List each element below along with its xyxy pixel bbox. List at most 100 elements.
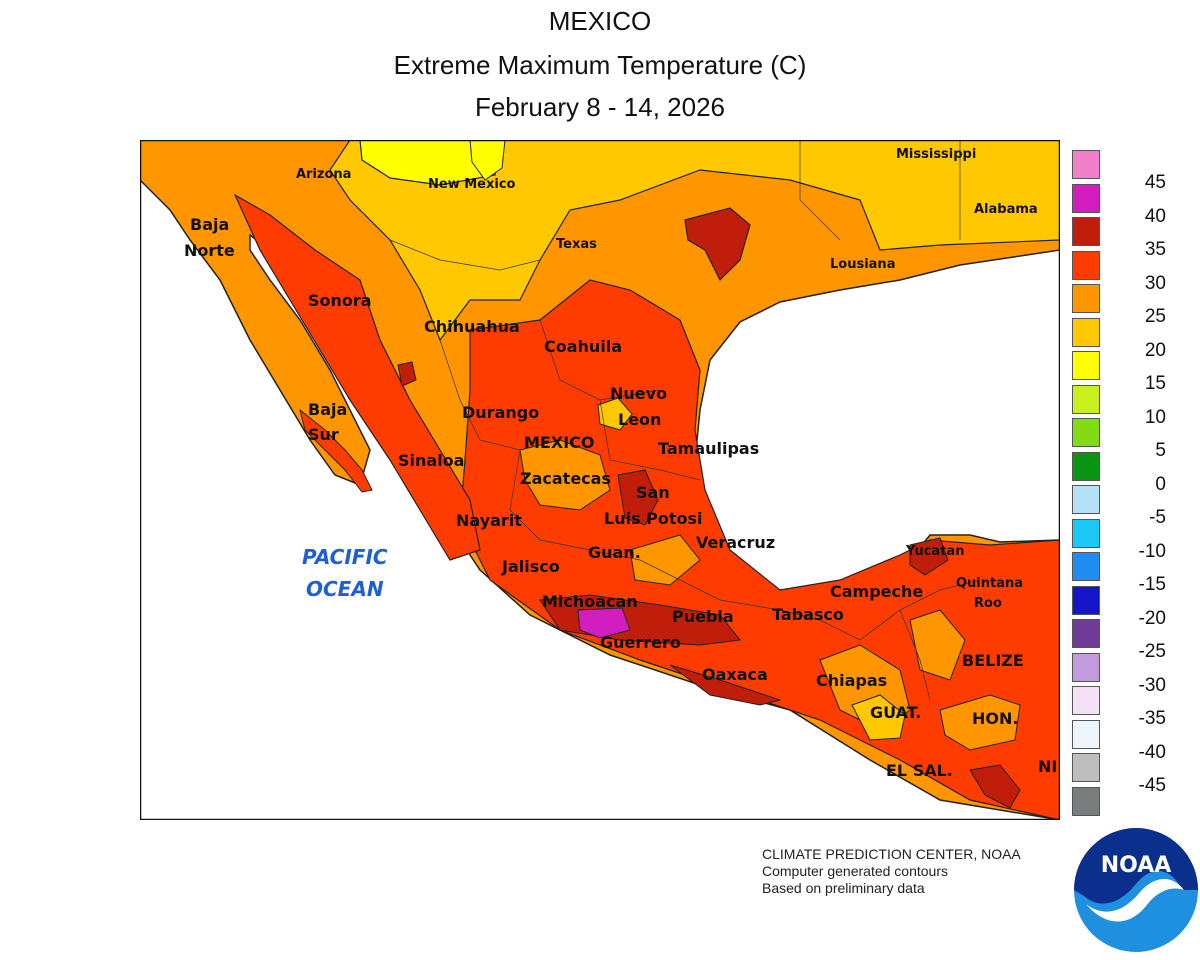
legend-swatch [1072, 652, 1100, 682]
logo-gull [1086, 878, 1184, 922]
ocean-label-2: OCEAN [306, 577, 384, 601]
label-oaxaca: Oaxaca [702, 665, 768, 684]
label-mississippi: Mississippi [896, 147, 976, 162]
legend-value: -15 [1138, 574, 1166, 595]
label-quintana-roo-1: Quintana [956, 576, 1023, 591]
legend-value: -25 [1138, 641, 1166, 662]
label-guat: GUAT. [870, 703, 921, 722]
label-ni: NI [1038, 757, 1057, 776]
contour-35-40-yucatan [909, 537, 949, 576]
legend-value: -35 [1138, 708, 1166, 729]
label-baja-norte-2: Norte [184, 241, 235, 260]
ocean-label-1: PACIFIC [302, 545, 388, 569]
label-veracruz: Veracruz [696, 533, 775, 552]
contour-35-40-texas [684, 207, 751, 282]
contour-25-30-yucatan [909, 609, 966, 681]
legend-swatch [1072, 753, 1100, 782]
legend-swatch [1072, 619, 1100, 648]
contour-30-35-bajasur [299, 408, 373, 493]
label-coahuila: Coahuila [544, 337, 622, 356]
label-texas: Texas [556, 237, 597, 252]
legend-swatch [1072, 552, 1100, 581]
credit-line-1: CLIMATE PREDICTION CENTER, NOAA [762, 846, 1021, 862]
label-sinaloa: Sinaloa [398, 451, 464, 470]
credit-line-3: Based on preliminary data [762, 880, 925, 896]
contour-40-45-michoacan [577, 607, 631, 639]
label-arizona: Arizona [296, 167, 351, 182]
label-guan: Guan. [588, 543, 641, 562]
legend-value: 5 [1155, 440, 1166, 461]
legend-swatch [1072, 183, 1100, 213]
label-baja-sur-1: Baja [308, 400, 347, 419]
legend-swatch [1072, 217, 1100, 246]
label-nuevo-leon-2: Leon [618, 410, 661, 429]
label-nuevo-leon-1: Nuevo [610, 384, 667, 403]
label-baja-norte-1: Baja [190, 215, 229, 234]
legend-swatch [1072, 418, 1100, 447]
legend-swatch [1072, 317, 1100, 347]
label-tabasco: Tabasco [772, 605, 844, 624]
map-date-range: February 8 - 14, 2026 [474, 92, 726, 122]
legend-value: 30 [1144, 272, 1166, 294]
legend-value: -5 [1149, 507, 1166, 528]
label-quintana-roo-2: Roo [974, 596, 1002, 611]
label-puebla: Puebla [672, 607, 734, 626]
contour-35-40-sonora [397, 361, 417, 387]
label-jalisco: Jalisco [501, 557, 560, 576]
contour-35-40-oaxaca [669, 664, 782, 706]
legend-swatch [1072, 384, 1100, 414]
legend-swatch [1072, 686, 1100, 715]
contour-25-30-hon [939, 694, 1021, 751]
contour-20-25-leon [597, 397, 633, 431]
legend-value: -30 [1138, 674, 1166, 696]
legend-swatch [1072, 451, 1100, 481]
label-belize: BELIZE [962, 651, 1024, 670]
legend-value: 15 [1144, 373, 1166, 394]
legend-swatch [1072, 485, 1100, 514]
label-baja-sur-2: Sur [308, 425, 339, 444]
label-michoacan: Michoacan [542, 592, 638, 611]
legend-value: 0 [1155, 473, 1166, 495]
legend-value: 25 [1144, 306, 1166, 327]
legend-value: 10 [1144, 406, 1166, 428]
legend-value: -10 [1138, 540, 1166, 562]
contour-35-40-slp [617, 469, 659, 526]
legend-value: 35 [1144, 239, 1166, 260]
legend-value: 45 [1144, 172, 1166, 193]
temperature-map: Arizona New Mexico Texas Lousiana Missis… [140, 140, 1060, 820]
legend-swatch [1072, 518, 1100, 548]
label-hon: HON. [972, 709, 1018, 728]
noaa-logo: NOAA [1074, 828, 1198, 952]
label-zacatecas: Zacatecas [520, 469, 611, 488]
contour-20-25-guat [851, 694, 906, 741]
legend-value: 20 [1144, 339, 1166, 361]
legend-value: 40 [1144, 205, 1166, 227]
contour-15-20-newmexico [359, 140, 501, 186]
label-tamaulipas: Tamaulipas [658, 439, 759, 458]
label-durango: Durango [462, 403, 539, 422]
label-lousiana: Lousiana [830, 257, 895, 272]
label-chiapas: Chiapas [816, 671, 887, 690]
label-new-mexico: New Mexico [428, 177, 516, 192]
legend-value: -20 [1138, 607, 1166, 629]
label-sonora: Sonora [308, 291, 372, 310]
state-boundaries [389, 140, 981, 701]
legend-value: -45 [1138, 775, 1166, 796]
color-legend: 45 40 35 30 25 20 15 10 5 0 -5 -10 -15 -20 -25 -30 -35 -4… [1068, 150, 1200, 820]
legend-swatch [1072, 351, 1100, 380]
label-chihuahua: Chihuahua [424, 317, 520, 336]
map-title: MEXICO [548, 6, 652, 36]
legend-swatch [1072, 250, 1100, 280]
legend-swatch [1072, 786, 1100, 816]
logo-text: NOAA [1101, 853, 1172, 878]
credit-line-2: Computer generated contours [762, 863, 948, 879]
label-alabama: Alabama [974, 202, 1038, 217]
contour-30-35-west [233, 193, 481, 561]
label-campeche: Campeche [830, 582, 923, 601]
label-yucatan: Yucatan [905, 544, 964, 559]
contour-35-40-elsal [969, 764, 1021, 809]
legend-swatch [1072, 284, 1100, 313]
legend-value: -40 [1138, 741, 1166, 763]
label-slp-1: San [636, 483, 670, 502]
label-mexico: MEXICO [524, 433, 594, 452]
